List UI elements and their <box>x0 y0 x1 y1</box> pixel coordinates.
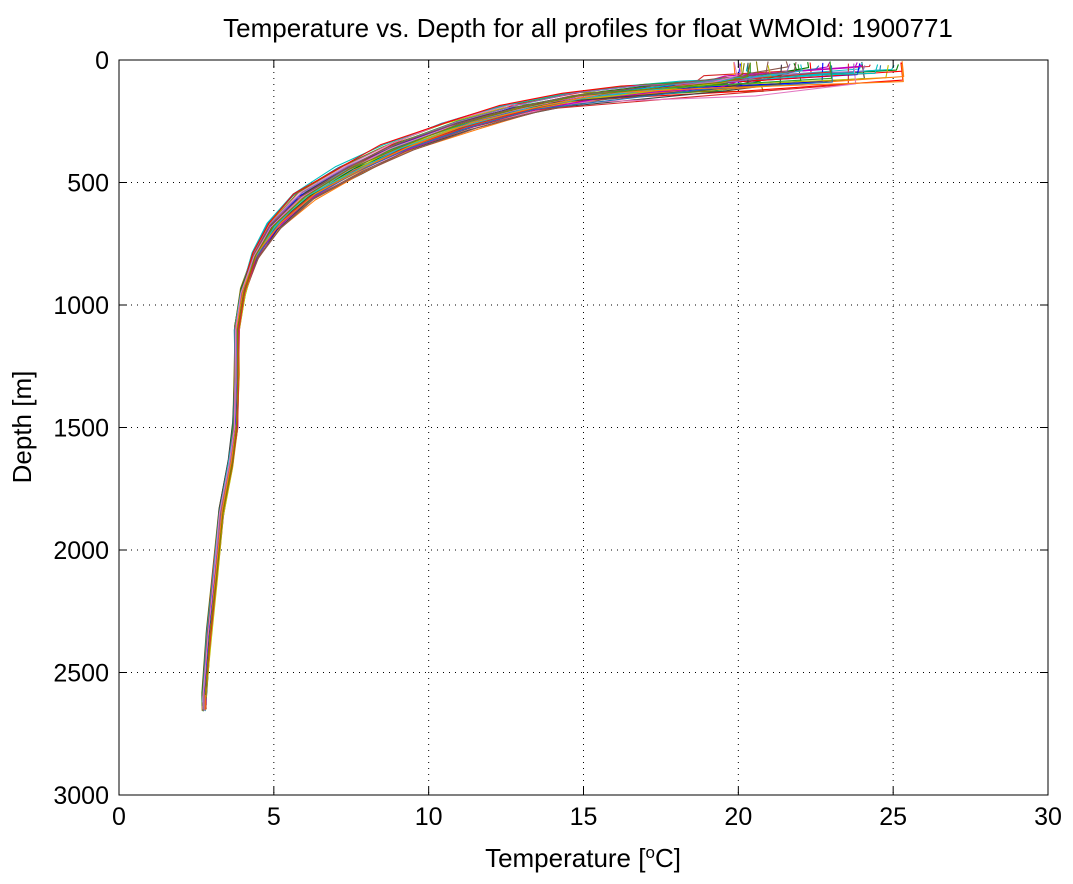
profile-line <box>204 62 751 696</box>
axis-ticks: 0 5 10 15 20 25 30 0 500 1000 1500 2000 2500 3000 <box>53 47 1062 831</box>
chart-title: Temperature vs. Depth for all profiles f… <box>223 13 953 43</box>
x-tick-label: 15 <box>570 803 598 831</box>
x-tick-label: 20 <box>724 803 752 831</box>
y-tick-label: 1500 <box>53 415 109 443</box>
y-axis-label: Depth [m] <box>7 371 37 484</box>
y-tick-label: 0 <box>95 47 109 75</box>
x-axis-label-superscript: o <box>645 843 654 862</box>
y-tick-label: 3000 <box>53 782 109 810</box>
x-tick-label: 10 <box>415 803 443 831</box>
grid-lines <box>119 60 1048 795</box>
y-tick-label: 1000 <box>53 292 109 320</box>
profile-lines <box>201 61 905 712</box>
x-axis-label-main: Temperature [ <box>485 843 646 873</box>
x-tick-label: 5 <box>267 803 281 831</box>
x-tick-label: 30 <box>1034 803 1062 831</box>
x-axis-label: Temperature [oC] <box>485 843 681 874</box>
y-tick-label: 2500 <box>53 660 109 688</box>
x-tick-label: 0 <box>112 803 126 831</box>
x-tick-label: 25 <box>879 803 907 831</box>
y-tick-label: 500 <box>67 170 109 198</box>
y-tick-label: 2000 <box>53 537 109 565</box>
x-axis-label-tail: C] <box>655 843 681 873</box>
